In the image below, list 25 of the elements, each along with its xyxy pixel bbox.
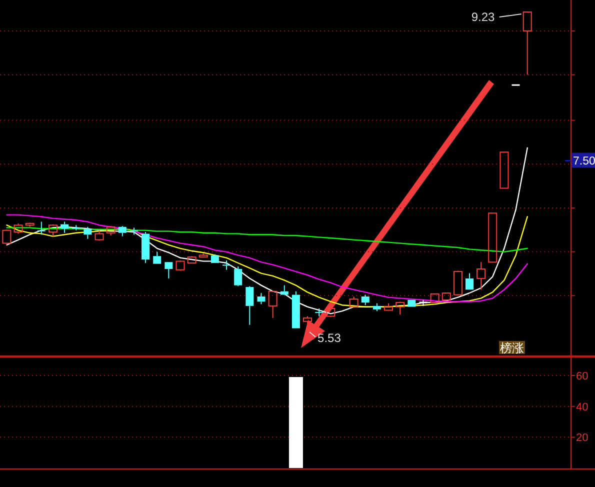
candlestick [153,251,162,264]
annotation: 9.23 [471,10,496,24]
candlestick [488,212,498,263]
candlestick [60,221,69,234]
candlestick [257,292,266,305]
candlestick [522,12,532,76]
text: 5.53 [318,331,342,345]
candlestick [164,262,173,279]
candlestick [476,262,486,290]
candlestick [466,272,474,290]
text: 榜涨 [500,341,524,355]
candlestick [442,292,451,300]
candlestick [292,290,300,328]
candlestick [280,284,288,295]
candlestick [72,224,80,231]
y-tick-label: 60 [576,370,588,382]
y-tick-label: 20 [576,432,588,444]
candlestick [222,260,231,270]
y-tick-label: 40 [576,401,588,414]
candlestick [500,152,509,189]
candlestick [430,293,440,303]
candlestick [408,300,416,307]
candlestick [246,286,254,326]
ref-line-label: 7.50 [573,156,595,168]
candlestick [118,226,126,237]
